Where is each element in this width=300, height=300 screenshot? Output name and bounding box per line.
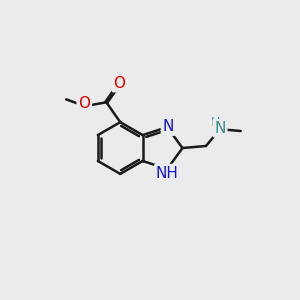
Text: N: N (163, 119, 174, 134)
Text: O: O (113, 76, 125, 91)
Text: NH: NH (156, 166, 179, 181)
Text: H: H (210, 116, 220, 129)
Text: O: O (78, 96, 90, 111)
Text: N: N (214, 121, 226, 136)
